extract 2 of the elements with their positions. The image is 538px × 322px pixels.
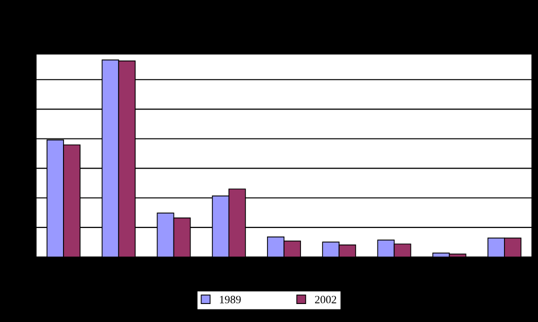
legend-label: 2002 [315, 296, 336, 304]
legend-label: 1989 [220, 296, 241, 304]
